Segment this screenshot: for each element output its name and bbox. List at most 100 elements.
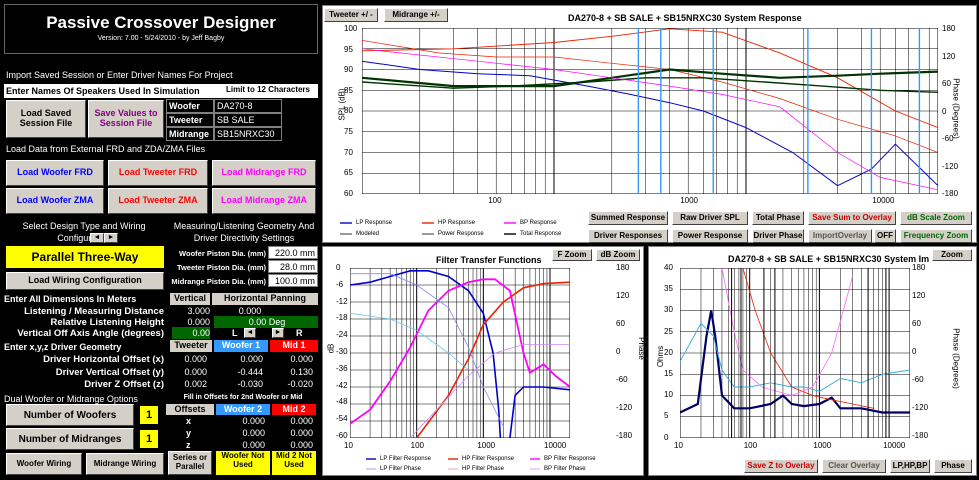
main-legend (340, 222, 516, 235)
tab-midrange[interactable]: Midrange +/- (384, 8, 448, 22)
filter-db-zoom-button[interactable]: dB Zoom (596, 249, 640, 261)
raw-driver-spl-button[interactable]: Raw Driver SPL (672, 211, 748, 225)
offset-x-mid[interactable]: 0.000 (270, 354, 316, 364)
design-type-value[interactable]: Parallel Three-Way (6, 246, 164, 268)
dual-x-mid[interactable]: 0.000 (272, 416, 316, 426)
offset-z-woofer[interactable]: -0.030 (214, 379, 266, 389)
total-phase-button[interactable]: Total Phase (752, 211, 804, 225)
offset-x-woofer[interactable]: 0.000 (214, 354, 266, 364)
piston-tweeter-field[interactable]: 28.0 mm (268, 260, 318, 273)
filter-y-tick: -60 (336, 431, 348, 440)
filter-legend-bp: BP Filter Response (544, 456, 596, 462)
pan-right-label: R (296, 328, 303, 338)
midrange-name-field[interactable]: SB15NRXC30 (214, 127, 282, 141)
mid2-not-used: Mid 2 Not Used (272, 451, 316, 475)
main-y-right-tick: 180 (942, 24, 956, 33)
filter-title: Filter Transfer Functions (436, 255, 542, 265)
load-tweeter-frd-button[interactable]: Load Tweeter FRD (108, 160, 208, 186)
filter-f-zoom-button[interactable]: F Zoom (552, 249, 592, 261)
woofer-wiring-button[interactable]: Woofer Wiring (6, 453, 82, 475)
driver-phase-button[interactable]: Driver Phase (752, 229, 804, 243)
imp-curve-overlay (680, 322, 910, 392)
dual-y-mid[interactable]: 0.000 (272, 428, 316, 438)
overlay-off-button[interactable]: OFF (874, 229, 896, 243)
pan-deg-field[interactable]: 0.00 Deg (214, 316, 318, 328)
off-axis-field[interactable]: 0.00 (172, 327, 210, 339)
summed-response-button[interactable]: Summed Response (588, 211, 668, 225)
imp-curve-bp (721, 268, 853, 396)
names-header-bar: Enter Names Of Speakers Used In Simulati… (4, 84, 318, 98)
main-x-tick: 1000 (680, 196, 698, 205)
woofer-name-field[interactable]: DA270-8 (214, 99, 282, 113)
dims-header: Enter All Dimensions In Meters (4, 294, 170, 304)
load-midrange-zma-button[interactable]: Load Midrange ZMA (212, 188, 316, 214)
pan-left-arrow[interactable]: ◄ (244, 328, 256, 338)
main-y-right-tick: 60 (942, 79, 951, 88)
offset-y-label: Driver Vertical Offset (y) (55, 367, 164, 378)
load-woofer-zma-button[interactable]: Load Woofer ZMA (6, 188, 104, 214)
midrange-wiring-button[interactable]: Midrange Wiring (86, 453, 164, 475)
frequency-zoom-button[interactable]: Frequency Zoom (900, 229, 972, 243)
imp-y-right-tick: 180 (912, 263, 926, 272)
series-parallel-label: Series or Parallel (168, 451, 212, 475)
offset-z-mid[interactable]: -0.020 (270, 379, 316, 389)
impedance-zoom-button[interactable]: Zoom (932, 249, 972, 261)
legend-hp: HP Response (438, 220, 475, 226)
pan-right-arrow[interactable]: ► (272, 328, 284, 338)
pan-field[interactable]: 0.000 (214, 305, 284, 317)
dual-y-woofer[interactable]: 0.000 (216, 428, 268, 438)
dual-z-woofer[interactable]: 0.000 (216, 440, 268, 450)
db-scale-zoom-button[interactable]: dB Scale Zoom (900, 211, 972, 225)
dual-x-woofer[interactable]: 0.000 (216, 416, 268, 426)
main-curve-bp (362, 48, 938, 191)
filter-x-tick: 10 (344, 441, 353, 450)
power-response-button[interactable]: Power Response (672, 229, 748, 243)
design-next-arrow[interactable]: ► (104, 233, 118, 243)
load-tweeter-zma-button[interactable]: Load Tweeter ZMA (108, 188, 208, 214)
main-curve-hp (362, 28, 938, 129)
main-curve-modeled (362, 77, 938, 93)
piston-midrange-label: Midrange Piston Dia. (mm) (171, 277, 266, 286)
imp-y-right-tick: -180 (912, 431, 929, 440)
tweeter-name-field[interactable]: SB SALE (214, 113, 282, 127)
filter-legend-lp-phase: LP Filter Phase (380, 466, 421, 472)
offset-y-mid[interactable]: 0.130 (270, 367, 316, 377)
offsets-label: Offsets (166, 404, 214, 415)
load-wiring-button[interactable]: Load Wiring Configuration (6, 272, 164, 290)
main-y-tick: 85 (344, 85, 353, 95)
dual-z-mid[interactable]: 0.000 (272, 440, 316, 450)
lp-hp-bp-button[interactable]: LP,HP,BP (890, 459, 930, 473)
num-mids-field[interactable]: 1 (140, 430, 158, 448)
imp-phase-button[interactable]: Phase (934, 459, 972, 473)
tab-tweeter[interactable]: Tweeter +/ - (324, 8, 378, 22)
load-woofer-frd-button[interactable]: Load Woofer FRD (6, 160, 104, 186)
listen-height-field[interactable]: 0.000 (172, 316, 210, 328)
design-prev-arrow[interactable]: ◄ (90, 233, 104, 243)
piston-midrange-field[interactable]: 100.0 mm (268, 274, 318, 287)
imp-y-tick: 5 (664, 411, 669, 421)
load-midrange-frd-button[interactable]: Load Midrange FRD (212, 160, 316, 186)
filter-y-tick: -24 (336, 330, 348, 340)
listen-distance-field[interactable]: 3.000 (172, 305, 210, 317)
filter-curve-bp (350, 278, 570, 425)
main-y-tick: 80 (344, 106, 353, 116)
filter-y-tick: -42 (336, 380, 348, 390)
imp-x-tick: 100 (743, 441, 758, 450)
piston-woofer-field[interactable]: 220.0 mm (268, 246, 318, 259)
offset-x-tweeter[interactable]: 0.000 (170, 354, 210, 364)
imp-y-right-tick: -120 (912, 403, 929, 412)
offset-y-tweeter[interactable]: 0.000 (170, 367, 210, 377)
save-session-button[interactable]: Save Values to Session File (88, 100, 164, 138)
clear-overlay-button[interactable]: Clear Overlay (822, 459, 886, 473)
save-z-overlay-button[interactable]: Save Z to Overlay (744, 459, 818, 473)
col-woofer1: Woofer 1 (214, 340, 268, 352)
offset-y-woofer[interactable]: -0.444 (214, 367, 266, 377)
save-sum-overlay-button[interactable]: Save Sum to Overlay (808, 211, 896, 225)
imp-y-right-tick: 0 (912, 347, 917, 356)
driver-responses-button[interactable]: Driver Responses (588, 229, 668, 243)
offset-z-tweeter[interactable]: 0.002 (170, 379, 210, 389)
num-woofers-field[interactable]: 1 (140, 406, 158, 424)
imp-y-right-tick: 60 (912, 319, 921, 328)
load-saved-session-button[interactable]: Load Saved Session File (6, 100, 86, 138)
import-overlay-button[interactable]: ImportOverlay (808, 229, 872, 243)
